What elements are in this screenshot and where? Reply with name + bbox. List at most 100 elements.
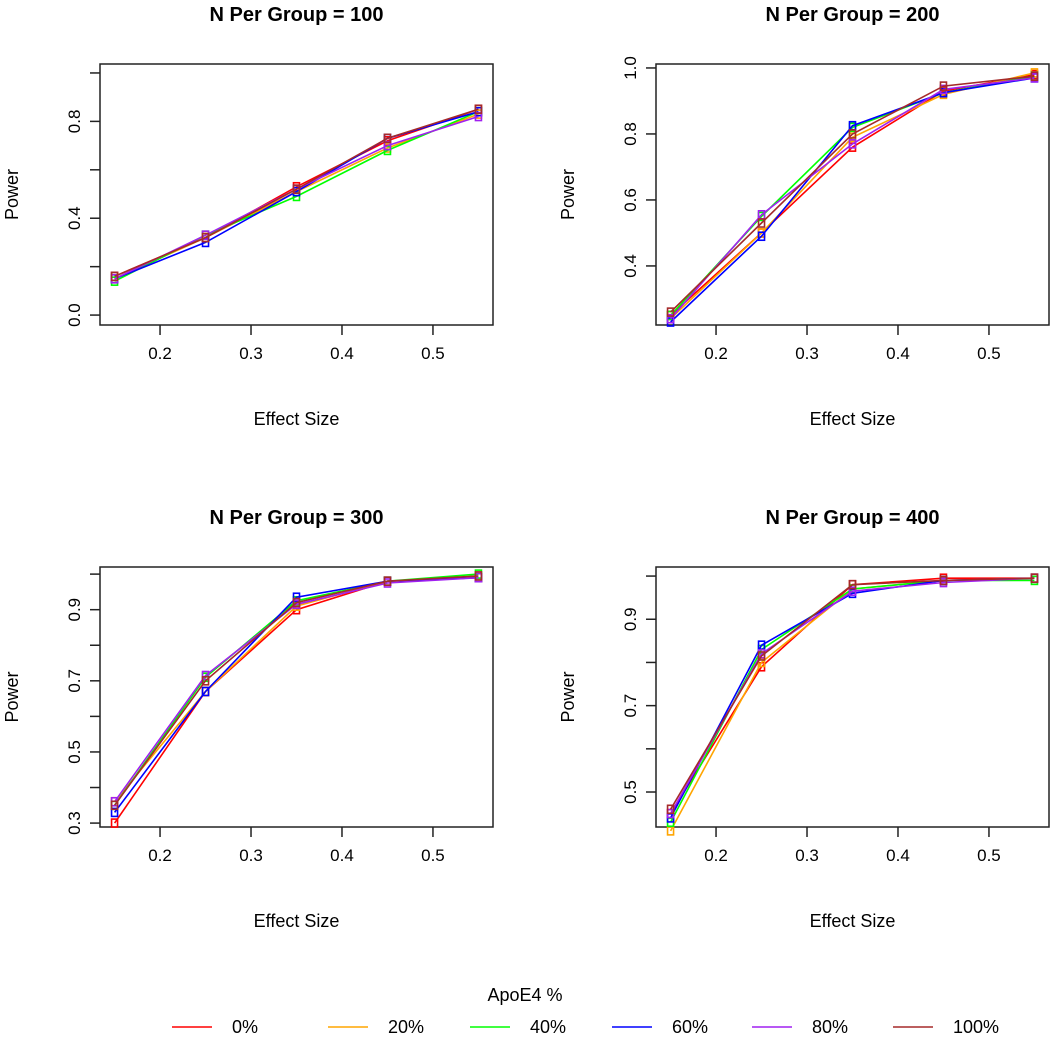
x-tick-label: 0.5 bbox=[421, 344, 445, 363]
data-point bbox=[110, 807, 119, 818]
x-tick-label: 0.3 bbox=[795, 344, 819, 363]
series-100% bbox=[110, 104, 483, 282]
data-point bbox=[201, 676, 210, 686]
panel-title: N Per Group = 400 bbox=[766, 507, 940, 529]
data-point bbox=[848, 139, 857, 149]
legend-entry: 80% bbox=[752, 1017, 848, 1037]
legend-entry: 100% bbox=[893, 1017, 999, 1037]
x-axis-label: Effect Size bbox=[810, 409, 896, 429]
data-point bbox=[666, 804, 675, 815]
x-tick-label: 0.5 bbox=[977, 846, 1001, 865]
y-axis-label: Power bbox=[2, 169, 22, 220]
data-point bbox=[757, 218, 766, 228]
legend-title: ApoE4 % bbox=[487, 985, 562, 1005]
series-line bbox=[669, 577, 1035, 810]
x-axis-label: Effect Size bbox=[254, 911, 340, 931]
series-line bbox=[113, 576, 479, 803]
panel-2: N Per Group = 200 0.2 0.3 0.4 0.5 0.4 0.6 0.8 1.… bbox=[558, 4, 1050, 429]
series-line bbox=[113, 576, 479, 824]
data-point bbox=[666, 307, 675, 317]
y-axis-label: Power bbox=[2, 671, 22, 722]
data-point bbox=[939, 81, 948, 91]
legend: ApoE4 % 0% 20% 40% 60% 80% 100% bbox=[172, 985, 999, 1037]
series-line bbox=[113, 576, 479, 803]
series-line bbox=[670, 75, 1035, 316]
x-tick-label: 0.2 bbox=[148, 846, 172, 865]
series-line bbox=[670, 73, 1035, 316]
data-point bbox=[848, 579, 857, 590]
y-tick-label: 0.4 bbox=[65, 206, 84, 230]
y-tick-label: 0.9 bbox=[621, 607, 640, 631]
series-line bbox=[113, 575, 479, 806]
x-tick-label: 0.2 bbox=[148, 344, 172, 363]
panel-title: N Per Group = 100 bbox=[210, 4, 384, 26]
x-tick-label: 0.3 bbox=[239, 344, 263, 363]
data-point bbox=[757, 231, 766, 242]
series-line bbox=[670, 77, 1035, 323]
series-0% bbox=[666, 573, 1039, 819]
legend-entry: 0% bbox=[172, 1017, 258, 1037]
data-point bbox=[201, 232, 210, 243]
panel-3: N Per Group = 300 0.2 0.3 0.4 0.5 0.3 0.5 0.7 0.… bbox=[2, 507, 494, 931]
x-axis-label: Effect Size bbox=[810, 911, 896, 931]
data-point bbox=[1030, 573, 1039, 584]
data-point bbox=[110, 271, 119, 282]
legend-label: 20% bbox=[388, 1017, 424, 1037]
x-tick-label: 0.4 bbox=[330, 846, 354, 865]
data-point bbox=[474, 571, 483, 581]
series-0% bbox=[110, 572, 483, 828]
series-40% bbox=[666, 575, 1039, 828]
y-axis-label: Power bbox=[558, 671, 578, 722]
series-100% bbox=[110, 571, 483, 811]
panel-1: N Per Group = 100 0.2 0.3 0.4 0.5 0.0 0.4 0.8 Ef… bbox=[2, 4, 494, 429]
y-tick-label: 0.7 bbox=[65, 669, 84, 693]
y-axis-label: Power bbox=[558, 169, 578, 220]
series-80% bbox=[110, 572, 483, 807]
y-tick-label: 0.5 bbox=[621, 780, 640, 804]
legend-entry: 20% bbox=[328, 1017, 424, 1037]
series-line bbox=[670, 75, 1035, 313]
data-point bbox=[292, 597, 301, 608]
series-80% bbox=[666, 73, 1039, 324]
series-line bbox=[669, 77, 1035, 320]
legend-label: 40% bbox=[530, 1017, 566, 1037]
x-tick-label: 0.5 bbox=[421, 846, 445, 865]
data-point bbox=[383, 576, 392, 587]
data-point bbox=[110, 800, 119, 811]
x-tick-label: 0.3 bbox=[795, 846, 819, 865]
data-point bbox=[383, 133, 392, 144]
legend-entry: 40% bbox=[470, 1017, 566, 1037]
series-100% bbox=[666, 71, 1039, 317]
series-60% bbox=[666, 73, 1039, 327]
panel-title: N Per Group = 200 bbox=[766, 4, 940, 26]
data-point bbox=[110, 818, 119, 828]
legend-label: 80% bbox=[812, 1017, 848, 1037]
x-tick-label: 0.4 bbox=[886, 846, 910, 865]
panel-4: N Per Group = 400 0.2 0.3 0.4 0.5 0.5 0.7 0.9 Ef… bbox=[558, 507, 1050, 931]
series-line bbox=[669, 577, 1035, 814]
data-point bbox=[201, 686, 210, 697]
data-point bbox=[757, 651, 766, 661]
plot-box bbox=[99, 566, 494, 828]
y-tick-label: 0.9 bbox=[65, 598, 84, 622]
series-line bbox=[669, 577, 1035, 819]
series-line bbox=[114, 110, 479, 282]
y-tick-label: 0.8 bbox=[65, 110, 84, 134]
y-tick-label: 0.0 bbox=[65, 303, 84, 327]
x-tick-label: 0.5 bbox=[977, 344, 1001, 363]
y-tick-label: 0.5 bbox=[65, 740, 84, 764]
series-line bbox=[670, 72, 1035, 320]
series-80% bbox=[666, 573, 1039, 819]
y-tick-label: 0.6 bbox=[621, 188, 640, 212]
legend-label: 100% bbox=[953, 1017, 999, 1037]
x-axis-label: Effect Size bbox=[254, 409, 340, 429]
series-line bbox=[669, 577, 1035, 832]
x-tick-label: 0.3 bbox=[239, 846, 263, 865]
series-line bbox=[669, 579, 1035, 823]
series-line bbox=[669, 577, 1035, 815]
plot-box bbox=[655, 566, 1050, 828]
data-point bbox=[939, 575, 948, 586]
x-tick-label: 0.2 bbox=[704, 344, 728, 363]
data-point bbox=[1030, 71, 1039, 82]
